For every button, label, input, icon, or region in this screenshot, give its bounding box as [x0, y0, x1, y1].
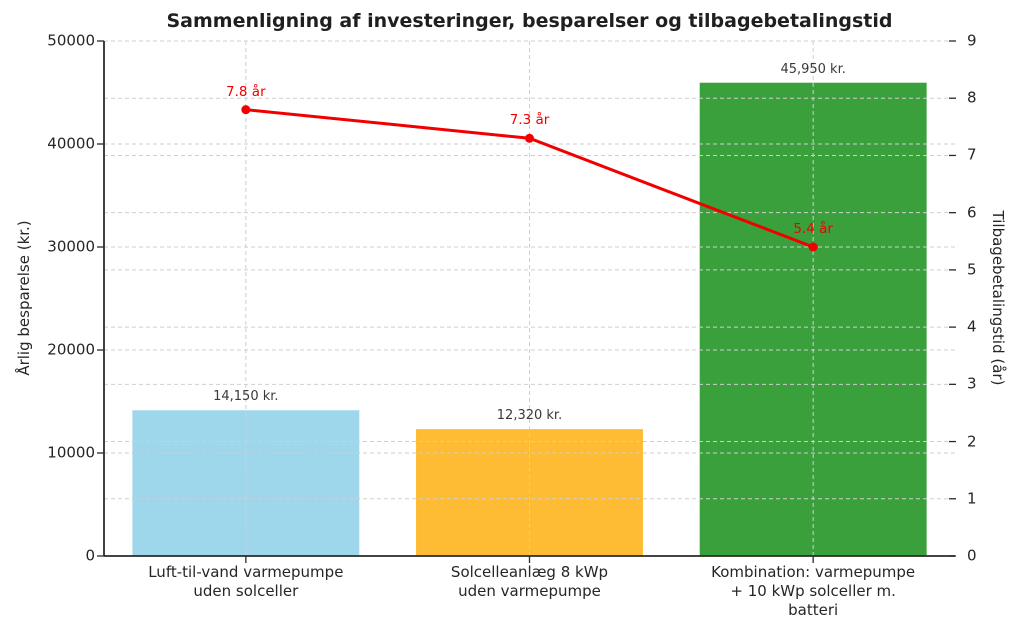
payback-point-0: [241, 105, 251, 115]
right-axis-tick-label: 8: [967, 88, 977, 107]
payback-point-2: [808, 242, 818, 252]
right-axis-tick-label: 0: [967, 546, 977, 565]
bar-value-label: 14,150 kr.: [213, 389, 279, 404]
category-label: Kombination: varmepumpe + 10 kWp solcell…: [711, 563, 916, 619]
category-label: Luft-til-vand varmepumpe uden solceller: [148, 563, 344, 600]
left-y-axis-label: Årlig besparelse (kr.): [15, 220, 33, 376]
left-axis-tick-label: 50000: [47, 31, 95, 50]
category-label: Solcelleanlæg 8 kWp uden varmepumpe: [450, 563, 609, 600]
payback-point-label: 7.3 år: [509, 112, 550, 129]
payback-point-label: 5.4 år: [793, 221, 833, 238]
right-axis-tick-label: 9: [967, 31, 977, 50]
left-axis-tick-label: 10000: [47, 443, 95, 462]
left-axis-tick-label: 0: [85, 546, 95, 565]
right-axis-tick-label: 7: [967, 146, 977, 165]
left-axis-tick-label: 40000: [47, 134, 95, 153]
bar-value-label: 12,320 kr.: [496, 407, 563, 423]
payback-point-label: 7.8 år: [226, 83, 266, 100]
right-axis-tick-label: 3: [967, 374, 977, 393]
right-axis-tick-label: 2: [967, 432, 977, 451]
right-axis-tick-label: 5: [967, 260, 977, 279]
right-axis-tick-label: 4: [967, 317, 977, 336]
left-axis-tick-label: 20000: [47, 340, 95, 359]
bar-value-label: 45,950 kr.: [780, 61, 846, 77]
right-axis-tick-label: 6: [967, 203, 977, 222]
payback-point-1: [525, 133, 534, 143]
left-axis-tick-label: 30000: [47, 237, 95, 256]
chart-title: Sammenligning af investeringer, besparel…: [166, 10, 893, 32]
right-y-axis-label: Tilbagebetalingstid (år): [989, 210, 1007, 386]
right-axis-tick-label: 1: [967, 489, 977, 508]
